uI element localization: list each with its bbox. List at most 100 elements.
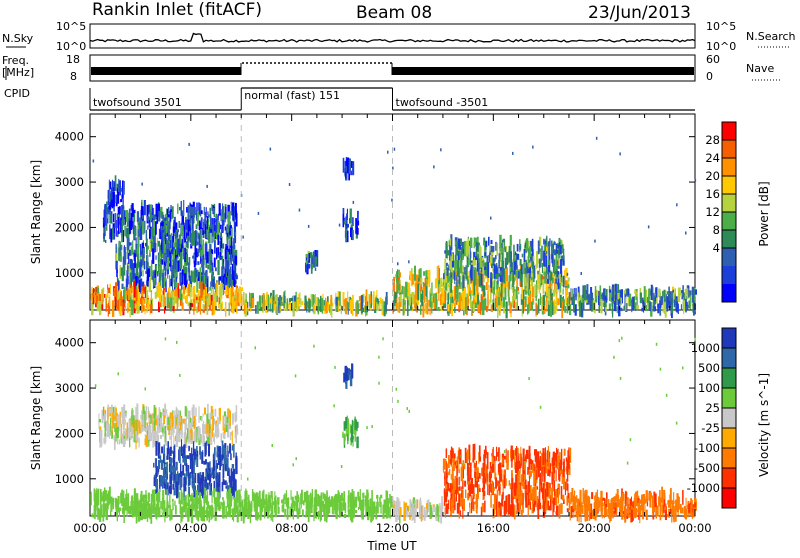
echo-cell bbox=[400, 507, 402, 516]
echo-cell bbox=[499, 253, 501, 259]
echo-cell bbox=[201, 210, 203, 214]
echo-cell bbox=[173, 417, 174, 434]
echo-cell bbox=[484, 501, 486, 513]
echo-cell bbox=[203, 290, 205, 304]
echo-cell bbox=[540, 293, 541, 305]
echo-cell bbox=[209, 424, 211, 434]
echo-cell bbox=[230, 432, 231, 440]
echo-cell bbox=[514, 505, 516, 520]
echo-cell bbox=[121, 195, 122, 200]
echo-cell bbox=[156, 266, 157, 275]
echo-cell bbox=[249, 293, 250, 307]
echo-cell bbox=[109, 193, 111, 202]
echo-cell bbox=[303, 500, 305, 505]
echo-cell bbox=[440, 148, 442, 151]
echo-cell bbox=[253, 492, 255, 501]
echo-cell bbox=[233, 483, 235, 500]
echo-cell bbox=[180, 500, 182, 514]
echo-cell bbox=[135, 504, 138, 508]
echo-cell bbox=[344, 433, 345, 445]
echo-cell bbox=[162, 477, 163, 486]
echo-cell bbox=[490, 494, 492, 508]
echo-cell bbox=[556, 470, 557, 482]
echo-cell bbox=[524, 249, 526, 262]
echo-cell bbox=[166, 248, 167, 263]
echo-cell bbox=[685, 289, 687, 294]
echo-cell bbox=[152, 425, 153, 432]
echo-cell bbox=[299, 508, 301, 514]
echo-cell bbox=[214, 258, 216, 268]
echo-cell bbox=[108, 303, 109, 317]
echo-cell bbox=[191, 303, 193, 307]
echo-cell bbox=[632, 297, 634, 311]
echo-cell bbox=[182, 303, 184, 311]
echo-cell bbox=[131, 427, 133, 437]
echo-cell bbox=[393, 300, 394, 312]
echo-cell bbox=[431, 302, 432, 314]
echo-cell bbox=[156, 255, 157, 259]
echo-cell bbox=[291, 490, 292, 500]
echo-cell bbox=[183, 200, 184, 216]
echo-cell bbox=[355, 510, 357, 513]
echo-cell bbox=[140, 244, 141, 255]
echo-cell bbox=[512, 453, 513, 459]
echo-cell bbox=[645, 305, 647, 311]
echo-cell bbox=[213, 232, 215, 242]
echo-cell bbox=[425, 270, 427, 279]
echo-cell bbox=[190, 495, 192, 502]
echo-cell bbox=[283, 292, 284, 309]
echo-cell bbox=[661, 296, 663, 303]
echo-cell bbox=[152, 507, 154, 514]
echo-cell bbox=[172, 414, 174, 427]
echo-cell bbox=[146, 286, 147, 301]
echo-cell bbox=[502, 480, 504, 486]
echo-cell bbox=[202, 450, 203, 457]
echo-cell bbox=[132, 408, 133, 424]
echo-cell bbox=[595, 286, 597, 300]
echo-cell bbox=[463, 243, 464, 250]
echo-cell bbox=[395, 274, 396, 279]
echo-cell bbox=[289, 302, 291, 311]
echo-cell bbox=[405, 282, 407, 298]
echo-cell bbox=[232, 464, 234, 469]
echo-cell bbox=[96, 493, 98, 499]
freq-tick-top: 18 bbox=[66, 53, 80, 66]
echo-cell bbox=[511, 478, 513, 488]
echo-cell bbox=[539, 492, 541, 504]
echo-cell bbox=[475, 256, 477, 260]
echo-cell bbox=[352, 420, 353, 427]
echo-cell bbox=[664, 302, 666, 314]
echo-cell bbox=[156, 493, 158, 501]
echo-cell bbox=[539, 272, 541, 288]
echo-cell bbox=[437, 266, 438, 280]
echo-cell bbox=[202, 508, 204, 514]
echo-cell bbox=[491, 240, 493, 244]
echo-cell bbox=[671, 298, 672, 305]
echo-cell bbox=[265, 494, 267, 505]
echo-cell bbox=[546, 502, 547, 511]
echo-cell bbox=[455, 490, 457, 494]
echo-cell bbox=[173, 437, 174, 445]
echo-cell bbox=[147, 502, 148, 506]
echo-cell bbox=[236, 275, 238, 279]
echo-cell bbox=[235, 504, 236, 513]
echo-cell bbox=[411, 506, 412, 521]
echo-cell bbox=[528, 499, 530, 505]
echo-cell bbox=[184, 434, 186, 439]
echo-cell bbox=[159, 407, 160, 418]
echo-cell bbox=[195, 496, 197, 511]
echo-cell bbox=[156, 419, 158, 426]
echo-cell bbox=[352, 302, 353, 316]
colorbar-swatch bbox=[722, 248, 736, 267]
echo-cell bbox=[153, 208, 155, 219]
echo-cell bbox=[299, 209, 301, 212]
echo-cell bbox=[235, 412, 237, 422]
echo-cell bbox=[119, 241, 120, 248]
echo-cell bbox=[162, 490, 164, 504]
echo-cell bbox=[235, 456, 237, 466]
echo-cell bbox=[159, 286, 161, 303]
echo-cell bbox=[445, 459, 446, 470]
y-tick-label: 4000 bbox=[55, 130, 84, 144]
echo-cell bbox=[152, 248, 154, 264]
echo-cell bbox=[199, 504, 201, 511]
